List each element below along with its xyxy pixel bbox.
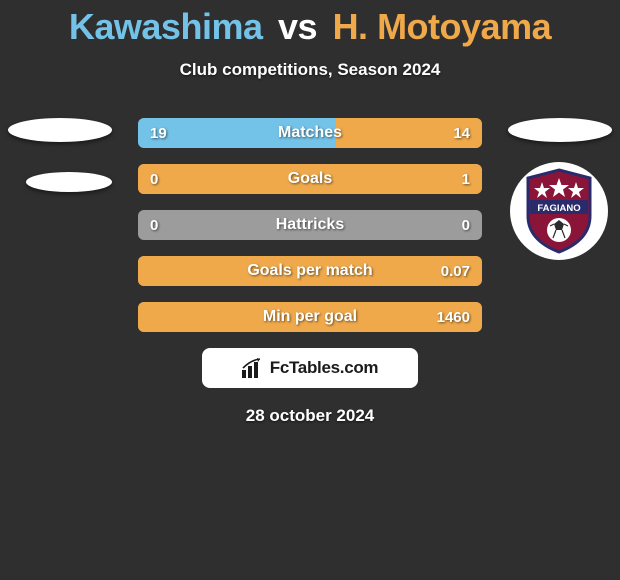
footer-logo: FcTables.com [202,348,418,388]
footer-date: 28 october 2024 [0,406,620,426]
player2-name: H. Motoyama [333,6,552,47]
player2-oval-icon [508,118,612,142]
player1-oval-icon-small [26,172,112,192]
stat-row: Matches19 14 [138,118,482,148]
stat-label: Goals per match [138,262,482,280]
stat-value-p1: 0 [150,217,158,234]
comparison-card: Kawashima vs H. Motoyama Club competitio… [0,0,620,580]
stat-value-p2: 0.07 [441,263,470,280]
stat-value-p2: 0 [462,217,470,234]
stat-value-p2: 1460 [437,309,470,326]
stat-value-p2: 1 [462,171,470,188]
club-badge: FAGIANO [510,162,608,260]
stat-label: Hattricks [138,216,482,234]
fagiano-badge-icon: FAGIANO [520,168,598,254]
bar-chart-icon [242,358,264,378]
stat-row: Goals0 1 [138,164,482,194]
stat-label: Goals [138,170,482,188]
page-title: Kawashima vs H. Motoyama [0,0,620,48]
stat-value-p2: 14 [453,125,470,142]
stat-rows: Matches1914Goals01Hattricks00Goals per m… [138,118,482,332]
stat-row: Min per goal1460 [138,302,482,332]
footer-logo-text: FcTables.com [270,358,379,378]
vs-text: vs [278,6,317,47]
stat-value-p1: 0 [150,171,158,188]
stat-row: Goals per match0.07 [138,256,482,286]
stat-row: Hattricks0 0 [138,210,482,240]
player1-oval-icon [8,118,112,142]
stat-label: Min per goal [138,308,482,326]
subtitle: Club competitions, Season 2024 [0,60,620,80]
stats-area: FAGIANO Matches1914Goals01Hattricks00Goa… [0,118,620,332]
stat-value-p1: 19 [150,125,167,142]
svg-text:FAGIANO: FAGIANO [537,203,580,214]
player1-name: Kawashima [69,6,263,47]
stat-label: Matches [138,124,482,142]
